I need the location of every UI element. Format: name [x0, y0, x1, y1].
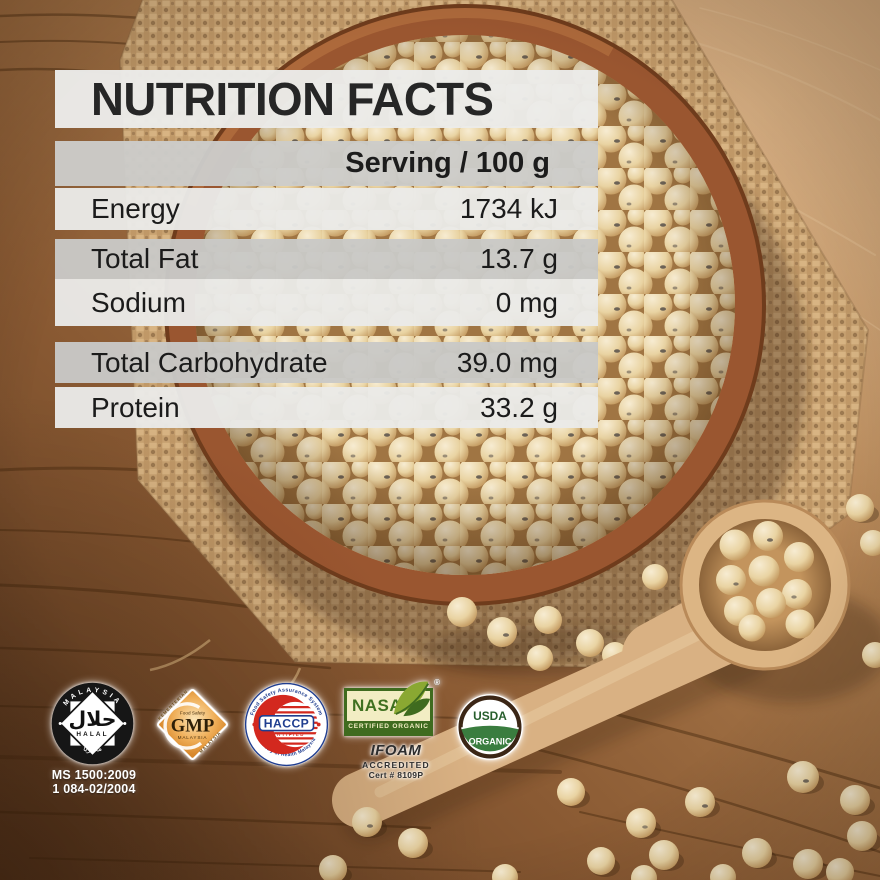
nutrient-value: 39.0 mg: [456, 346, 558, 378]
nutrient-label: Total Carbohydrate: [91, 346, 328, 378]
table-row: Total Fat 13.7 g: [55, 239, 598, 279]
nutrient-label: Protein: [91, 391, 180, 423]
ifoam-cert-number: Cert # 8109P: [368, 770, 424, 780]
ifoam-label: IFOAM: [370, 742, 422, 759]
halal-cert-line: MS 1500:2009: [51, 768, 137, 782]
nutrient-value: 33.2 g: [480, 391, 558, 423]
nutrient-value: 0 mg: [495, 286, 558, 318]
nutrition-title-bar: NUTRITION FACTS: [55, 70, 598, 128]
nutrient-value: 13.7 g: [480, 243, 558, 274]
nutrition-title: NUTRITION FACTS: [91, 73, 494, 125]
ifoam-accredited-label: ACCREDITED: [362, 760, 430, 770]
halal-certification-logo: حلال HALAL MALAYSIA ماليزيا: [51, 682, 134, 765]
gmp-label: GMP: [171, 715, 215, 736]
table-row: Protein 33.2 g: [55, 387, 598, 428]
nutrient-value: 1734 kJ: [459, 193, 558, 224]
halal-cert-line: 1 084-02/2004: [52, 781, 136, 796]
table-row: Sodium 0 mg: [55, 279, 598, 326]
nutrient-label: Sodium: [91, 286, 186, 318]
nutrient-label: Total Fat: [91, 243, 199, 274]
nasaa-certification-logo: NASAA CERTIFIED ORGANIC ®: [344, 678, 440, 736]
gmp-country-label: MALAYSIA: [178, 735, 208, 740]
gmp-top-note: Food Safety: [180, 710, 206, 715]
haccp-certification-logo: Food Safety Assurance System Ministry of…: [244, 682, 329, 767]
gmp-certification-logo: KEMENTERIAN MALAYSIA Food Safety GMP MAL…: [157, 689, 228, 760]
ifoam-accreditation-text: IFOAM ACCREDITED Cert # 8109P: [350, 742, 442, 780]
serving-header-bar: Serving / 100 g: [55, 141, 598, 186]
table-row: Total Carbohydrate 39.0 mg: [55, 342, 598, 383]
haccp-certified-label: CERTIFIED: [268, 732, 305, 737]
usda-organic-logo: USDA ORGANIC: [457, 694, 523, 760]
usda-organic-label: ORGANIC: [469, 737, 512, 747]
serving-header: Serving / 100 g: [345, 147, 550, 179]
registered-mark: ®: [434, 678, 440, 687]
nutrition-panel: NUTRITION FACTS Serving / 100 g Energy 1…: [55, 70, 598, 428]
leaf-icon: [390, 676, 432, 718]
halal-arabic-ring-text: ماليزيا: [82, 744, 101, 754]
haccp-label: HACCP: [264, 717, 309, 731]
nasaa-certified-organic-band: CERTIFIED ORGANIC: [347, 721, 430, 733]
halal-label: HALAL: [76, 731, 108, 738]
nutrient-label: Energy: [91, 193, 180, 224]
table-row: Energy 1734 kJ: [55, 188, 598, 230]
halal-cert-numbers: MS 1500:2009 1 084-02/2004: [42, 768, 146, 796]
svg-text:ماليزيا: ماليزيا: [82, 744, 103, 754]
usda-label: USDA: [473, 709, 507, 723]
halal-arabic-text: حلال: [69, 707, 117, 731]
